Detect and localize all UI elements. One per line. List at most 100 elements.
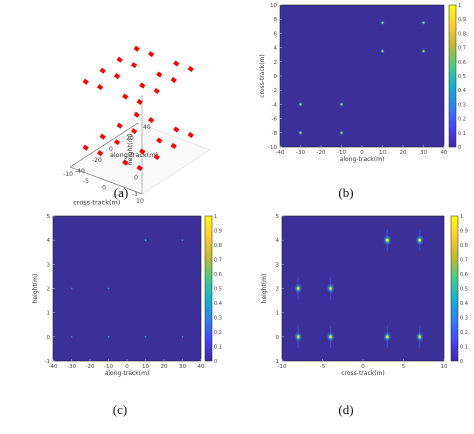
y-tick-label: 5 [47, 214, 51, 220]
peak-core [386, 335, 389, 339]
y-tick-label: -2 [272, 88, 277, 94]
scatter-point [130, 128, 138, 135]
peak [421, 48, 426, 54]
peak [107, 287, 110, 290]
x-tick-label: -10 [63, 171, 73, 178]
peak-core [70, 287, 73, 290]
peak-core [381, 21, 384, 24]
y-tick-label: -8 [272, 131, 278, 137]
peak-core [299, 103, 302, 106]
colorbar-tick-label: 0.3 [214, 316, 222, 322]
colorbar-tick-label: 0.7 [214, 258, 222, 264]
colorbar-tick-label: 0.7 [458, 46, 466, 52]
scatter-point [122, 93, 129, 100]
y-tick-label: 0 [47, 335, 51, 341]
scatter-point [96, 84, 104, 91]
y-tick-label: 8 [274, 17, 278, 23]
x-tick-label: 5 [120, 191, 124, 198]
z-axis-label: height(m) [126, 133, 134, 165]
colorbar-tick-label: 0.5 [460, 287, 468, 293]
x-tick-label: 0 [361, 364, 365, 370]
colorbar-tick-label: 0.3 [458, 102, 466, 108]
y-tick-label: -4 [272, 102, 278, 108]
peak [380, 48, 385, 54]
scatter-point [99, 67, 106, 74]
panel-c-heatmap: -40 -30 -20 -10 0 10 20 30 40543210-1along-track… [32, 214, 222, 377]
peak [415, 229, 424, 252]
peak-core [107, 287, 110, 290]
scatter-point [116, 122, 123, 129]
caption-d: (d) [338, 402, 353, 417]
peak [294, 277, 303, 300]
colorbar-tick-label: 0.1 [214, 345, 222, 351]
peak [383, 325, 392, 348]
peak [415, 325, 424, 348]
plot-area [280, 5, 444, 147]
scatter-point [156, 71, 163, 78]
x-tick-label: -20 [317, 150, 326, 156]
y-axis-label: height(m) [32, 274, 39, 304]
y-tick-label: 20 [126, 135, 134, 142]
peak-core [181, 239, 184, 241]
colorbar-tick-label: 1 [460, 214, 463, 220]
colorbar [204, 215, 213, 362]
scatter-point [173, 126, 180, 133]
y-tick-label: -10 [268, 145, 277, 151]
peak [380, 20, 385, 26]
peak [339, 102, 344, 107]
peak [70, 335, 73, 339]
colorbar-tick-label: 0.7 [460, 258, 468, 264]
x-tick-label: -30 [296, 150, 305, 156]
peak-core [299, 132, 302, 134]
x-tick-label: 0 [360, 150, 364, 156]
scatter-point [139, 148, 146, 155]
peak [144, 238, 147, 242]
points-group [82, 45, 194, 171]
x-tick-label: 40 [198, 364, 205, 370]
peak-core [381, 50, 384, 52]
x-tick-label: -30 [67, 364, 76, 370]
peak [107, 335, 110, 339]
peak [421, 20, 426, 26]
peak-core [340, 103, 343, 106]
y-tick-label: -40 [75, 168, 85, 175]
scatter-point [122, 159, 129, 166]
colorbar-tick-label: 0.5 [214, 287, 222, 293]
colorbar [448, 4, 457, 148]
peak [298, 102, 303, 107]
peak [70, 287, 73, 290]
colorbar-tick-label: 0.6 [458, 60, 466, 66]
peak-core [329, 335, 332, 339]
colorbar-tick-label: 0.3 [460, 316, 468, 322]
colorbar [450, 215, 459, 362]
colorbar-tick-label: 1 [458, 3, 461, 9]
panel-b-heatmap: -40 -30 -20 -10 0 10 20 30 401086420-2-4-6-8-10a… [259, 3, 466, 163]
y-tick-label: 3 [276, 262, 280, 268]
y-tick-label: 0 [109, 146, 113, 153]
scatter-point [187, 131, 194, 138]
peak-core [296, 287, 300, 290]
colorbar-tick-label: 0.2 [458, 117, 466, 123]
colorbar-tick-label: 0.2 [460, 330, 468, 336]
colorbar-tick-label: 0.6 [460, 272, 468, 278]
x-tick-label: -5 [320, 364, 326, 370]
scatter-point [173, 60, 180, 67]
scatter-point [113, 73, 121, 80]
colorbar-tick-label: 0.5 [458, 74, 466, 80]
colorbar-tick-label: 0.1 [458, 131, 466, 137]
colorbar-tick-label: 0 [458, 145, 461, 151]
peak [181, 335, 184, 339]
peak [326, 277, 335, 300]
y-tick-label: -1 [274, 359, 279, 365]
x-tick-label: -10 [104, 364, 113, 370]
y-tick-label: 2 [276, 287, 280, 293]
colorbar-tick-label: 0 [460, 359, 463, 365]
x-axis-label: cross-track(m) [73, 199, 120, 207]
x-tick-label: 20 [400, 150, 407, 156]
peak [294, 325, 303, 348]
y-tick-label: 4 [276, 238, 280, 244]
caption-a: (a) [114, 185, 128, 200]
x-tick-label: 5 [402, 364, 406, 370]
x-tick-label: -10 [337, 150, 346, 156]
